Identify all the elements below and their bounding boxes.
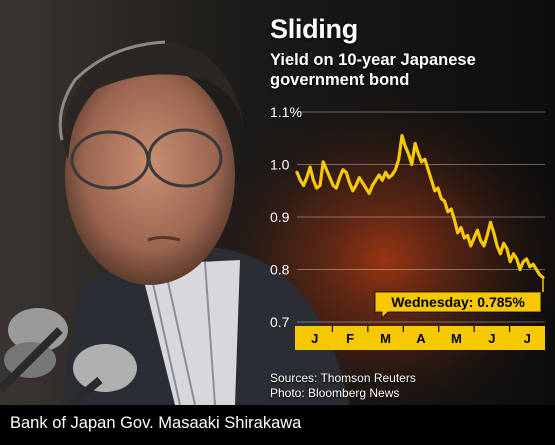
caption-bar (0, 405, 555, 445)
chart-subtitle: Yield on 10-year Japanese government bon… (270, 51, 476, 89)
y-axis-ticks: 1.1% 1.0 0.9 0.8 0.7 (270, 104, 302, 330)
annotation-callout: Wednesday: 0.785% (374, 277, 544, 319)
x-axis-band (295, 326, 545, 350)
y-tick-label: 0.8 (270, 262, 290, 278)
chart-title: Sliding (270, 14, 358, 44)
sources-line: Sources: Thomson Reuters (270, 371, 416, 385)
source-credits: Sources: Thomson Reuters Photo: Bloomber… (270, 371, 416, 401)
photo-credit-line: Photo: Bloomberg News (270, 386, 400, 400)
series-line (295, 134, 545, 279)
x-tick-label: J (488, 331, 495, 346)
series-group (295, 134, 545, 279)
annotation-label: Wednesday: 0.785% (391, 294, 525, 310)
y-tick-label: 1.1% (270, 104, 302, 120)
x-tick-label: J (524, 331, 531, 346)
y-tick-label: 0.9 (270, 209, 290, 225)
x-tick-label: J (311, 331, 318, 346)
annotation-box (374, 291, 542, 319)
gridlines (297, 111, 545, 323)
y-tick-label: 1.0 (270, 157, 290, 173)
photo-caption: Bank of Japan Gov. Masaaki Shirakawa (10, 414, 302, 432)
x-tick-label: M (451, 331, 462, 346)
x-tick-label: A (416, 331, 426, 346)
yield-chart: 1.1% 1.0 0.9 0.8 0.7 J F M A M J J Wednesday: 0.78… (270, 104, 545, 350)
y-tick-label: 0.7 (270, 314, 290, 330)
x-tick-label: M (380, 331, 391, 346)
x-tick-label: F (346, 331, 354, 346)
